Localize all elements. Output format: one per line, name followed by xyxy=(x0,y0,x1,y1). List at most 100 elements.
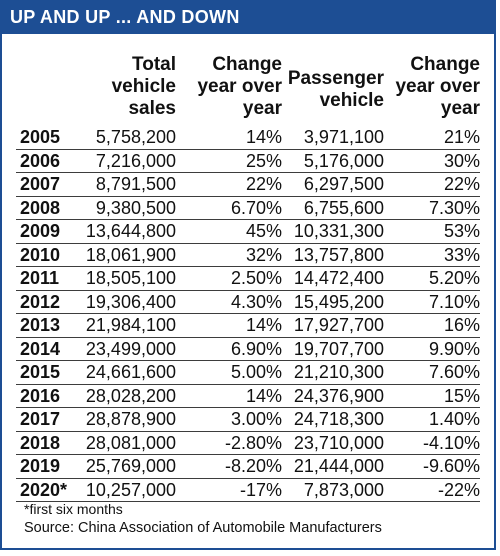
passenger-vehicle-cell: 10,331,300 xyxy=(293,221,384,241)
total-sales-cell: 21,984,100 xyxy=(85,315,176,335)
table-row: 2019 25,769,000 -8.20% 21,444,000 -9.60% xyxy=(2,455,494,479)
year-cell: 2013 xyxy=(20,315,61,335)
change-passenger-cell: -4.10% xyxy=(422,432,480,453)
row-divider xyxy=(16,477,480,479)
row-divider xyxy=(16,336,480,338)
row-divider xyxy=(16,242,480,244)
total-sales-cell: 24,661,600 xyxy=(85,362,176,382)
row-divider xyxy=(16,454,480,455)
passenger-vehicle-cell: 6,297,500 xyxy=(303,174,384,194)
passenger-vehicle-cell: 19,707,700 xyxy=(293,338,384,359)
total-sales-cell: 23,499,000 xyxy=(85,338,176,359)
banner-title: UP AND UP ... AND DOWN xyxy=(10,7,240,27)
year-cell: 2015 xyxy=(20,362,61,382)
row-divider xyxy=(16,383,480,385)
change-total-cell: -2.80% xyxy=(224,432,282,453)
title-banner: UP AND UP ... AND DOWN xyxy=(2,2,494,34)
year-cell: 2007 xyxy=(20,174,61,194)
row-divider xyxy=(16,407,480,408)
table-row: 2018 28,081,000 -2.80% 23,710,000 -4.10% xyxy=(2,432,494,455)
row-divider xyxy=(16,172,480,173)
year-cell: 2014 xyxy=(20,338,61,359)
change-total-cell: 3.00% xyxy=(230,409,282,429)
change-passenger-cell: 7.60% xyxy=(428,362,480,382)
table-row: 2011 18,505,100 2.50% 14,472,400 5.20% xyxy=(2,267,494,291)
year-cell: 2016 xyxy=(20,385,61,406)
header-change-total: Change year over year xyxy=(197,54,282,119)
table-row: 2020* 10,257,000 -17% 7,873,000 -22% xyxy=(2,479,494,502)
change-total-cell: 45% xyxy=(245,221,282,241)
change-total-cell: 4.30% xyxy=(230,291,282,312)
year-cell: 2019 xyxy=(20,456,61,476)
year-cell: 2017 xyxy=(20,409,61,429)
change-passenger-cell: 22% xyxy=(443,174,480,194)
change-total-cell: 14% xyxy=(245,127,282,147)
passenger-vehicle-cell: 23,710,000 xyxy=(293,432,384,453)
change-total-cell: 32% xyxy=(245,244,282,265)
passenger-vehicle-cell: 3,971,100 xyxy=(303,127,384,147)
change-total-cell: 6.90% xyxy=(230,338,282,359)
change-total-cell: 2.50% xyxy=(230,268,282,288)
change-passenger-cell: 53% xyxy=(443,221,480,241)
header-total-sales: Total vehicle sales xyxy=(111,54,176,119)
passenger-vehicle-cell: 7,873,000 xyxy=(303,479,384,500)
total-sales-cell: 7,216,000 xyxy=(95,150,176,171)
total-sales-cell: 28,878,900 xyxy=(85,409,176,429)
passenger-vehicle-cell: 21,210,300 xyxy=(293,362,384,382)
change-passenger-cell: -9.60% xyxy=(422,456,480,476)
total-sales-cell: 25,769,000 xyxy=(85,456,176,476)
table-row: 2014 23,499,000 6.90% 19,707,700 9.90% xyxy=(2,338,494,361)
table-row: 2015 24,661,600 5.00% 21,210,300 7.60% xyxy=(2,361,494,385)
passenger-vehicle-cell: 6,755,600 xyxy=(303,197,384,218)
row-divider xyxy=(16,195,480,197)
year-cell: 2009 xyxy=(20,221,61,241)
passenger-vehicle-cell: 15,495,200 xyxy=(293,291,384,312)
change-total-cell: 6.70% xyxy=(230,197,282,218)
change-passenger-cell: 15% xyxy=(443,385,480,406)
row-divider xyxy=(16,501,480,502)
total-sales-cell: 18,061,900 xyxy=(85,244,176,265)
table-row: 2010 18,061,900 32% 13,757,800 33% xyxy=(2,244,494,267)
table-row: 2006 7,216,000 25% 5,176,000 30% xyxy=(2,150,494,173)
passenger-vehicle-cell: 13,757,800 xyxy=(293,244,384,265)
passenger-vehicle-cell: 5,176,000 xyxy=(303,150,384,171)
total-sales-cell: 18,505,100 xyxy=(85,268,176,288)
change-total-cell: -8.20% xyxy=(224,456,282,476)
year-cell: 2010 xyxy=(20,244,61,265)
change-passenger-cell: -22% xyxy=(437,479,480,500)
header-passenger-vehicle: Passenger vehicle xyxy=(287,68,384,111)
year-cell: 2006 xyxy=(20,150,61,171)
row-divider xyxy=(16,148,480,150)
change-total-cell: 14% xyxy=(245,385,282,406)
change-passenger-cell: 9.90% xyxy=(428,338,480,359)
row-divider xyxy=(16,360,480,361)
year-cell: 2020* xyxy=(20,479,68,500)
change-passenger-cell: 33% xyxy=(443,244,480,265)
passenger-vehicle-cell: 24,376,900 xyxy=(293,385,384,406)
row-divider xyxy=(16,289,480,291)
passenger-vehicle-cell: 14,472,400 xyxy=(293,268,384,288)
change-total-cell: -17% xyxy=(239,479,282,500)
year-cell: 2005 xyxy=(20,127,61,147)
year-cell: 2018 xyxy=(20,432,61,453)
total-sales-cell: 19,306,400 xyxy=(85,291,176,312)
passenger-vehicle-cell: 17,927,700 xyxy=(293,315,384,335)
footnote: *first six months xyxy=(24,501,123,517)
year-cell: 2008 xyxy=(20,197,61,218)
table-body: 2005 5,758,200 14% 3,971,100 21% 2006 7,216,00… xyxy=(2,126,494,502)
row-divider xyxy=(16,313,480,314)
table-row: 2008 9,380,500 6.70% 6,755,600 7.30% xyxy=(2,197,494,220)
change-total-cell: 25% xyxy=(245,150,282,171)
change-passenger-cell: 7.30% xyxy=(428,197,480,218)
year-cell: 2011 xyxy=(20,268,60,288)
passenger-vehicle-cell: 21,444,000 xyxy=(293,456,384,476)
change-passenger-cell: 7.10% xyxy=(428,291,480,312)
table-row: 2005 5,758,200 14% 3,971,100 21% xyxy=(2,126,494,150)
total-sales-cell: 9,380,500 xyxy=(95,197,176,218)
change-passenger-cell: 21% xyxy=(443,127,480,147)
change-passenger-cell: 1.40% xyxy=(428,409,480,429)
total-sales-cell: 10,257,000 xyxy=(85,479,176,500)
change-passenger-cell: 30% xyxy=(443,150,480,171)
table-header: Total vehicle sales Change year over yea… xyxy=(2,54,494,124)
